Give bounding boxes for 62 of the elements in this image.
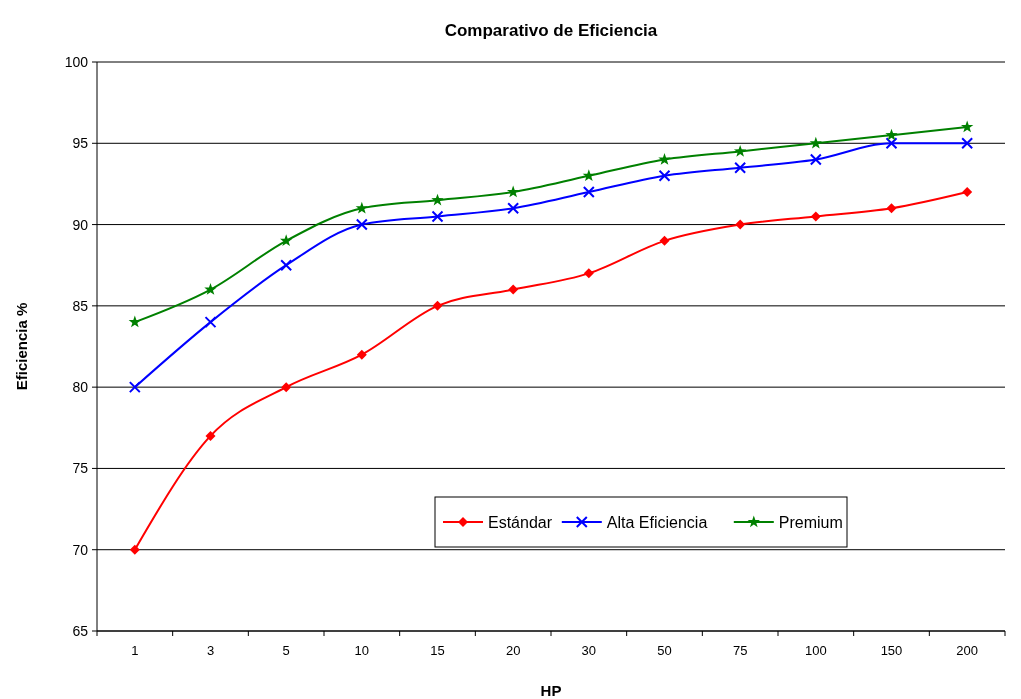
point [961, 137, 974, 150]
chart-title: Comparativo de Eficiencia [444, 21, 658, 40]
point [129, 544, 140, 555]
x-tick-label: 150 [880, 643, 903, 658]
y-tick-label: 80 [72, 379, 89, 396]
x-tick-label: 3 [206, 643, 215, 658]
point [583, 268, 594, 279]
point [733, 144, 747, 157]
point [355, 201, 369, 214]
point [582, 186, 595, 199]
x-tick-label: 1 [131, 643, 139, 658]
point [205, 430, 216, 441]
point [960, 120, 974, 133]
y-tick-label: 85 [72, 297, 89, 314]
x-tick-label: 50 [657, 643, 672, 658]
x-tick-label: 5 [282, 643, 290, 658]
point [281, 382, 292, 393]
legend-label: Alta Eficiencia [606, 514, 708, 531]
x-tick-label: 20 [505, 643, 521, 658]
point [962, 187, 973, 198]
y-tick-label: 95 [72, 135, 89, 152]
legend-label: Premium [778, 514, 843, 531]
point [506, 185, 520, 198]
point [886, 203, 897, 214]
y-tick-label: 100 [64, 54, 89, 70]
y-tick-label: 90 [72, 216, 89, 233]
point [507, 202, 520, 215]
point [279, 234, 293, 247]
point [810, 211, 821, 222]
x-tick-label: 75 [732, 643, 748, 658]
point [508, 284, 519, 295]
point [128, 315, 142, 328]
point [659, 235, 670, 246]
y-axis-title: Eficiencia % [13, 302, 30, 391]
x-tick-label: 200 [956, 643, 979, 658]
point [582, 169, 596, 182]
point [128, 381, 141, 394]
point [734, 161, 747, 174]
point [356, 349, 367, 360]
point [280, 259, 293, 272]
point [204, 283, 217, 295]
point [431, 210, 444, 223]
x-axis-title: HP [540, 682, 562, 699]
point [658, 153, 671, 165]
point [204, 316, 217, 329]
point [885, 128, 898, 141]
point [658, 169, 671, 182]
x-tick-label: 10 [354, 643, 370, 658]
x-tick-label: 30 [581, 643, 597, 658]
point [355, 218, 368, 231]
point [431, 193, 444, 206]
y-tick-label: 65 [72, 623, 89, 639]
x-tick-label: 100 [804, 643, 827, 658]
point [809, 153, 822, 166]
y-tick-label: 70 [72, 541, 89, 558]
point [432, 300, 443, 311]
x-tick-label: 15 [430, 643, 445, 658]
point [735, 219, 746, 230]
y-tick-label: 75 [72, 460, 89, 477]
point [809, 136, 823, 149]
point [885, 137, 898, 150]
legend-label: Estándar [488, 514, 553, 531]
